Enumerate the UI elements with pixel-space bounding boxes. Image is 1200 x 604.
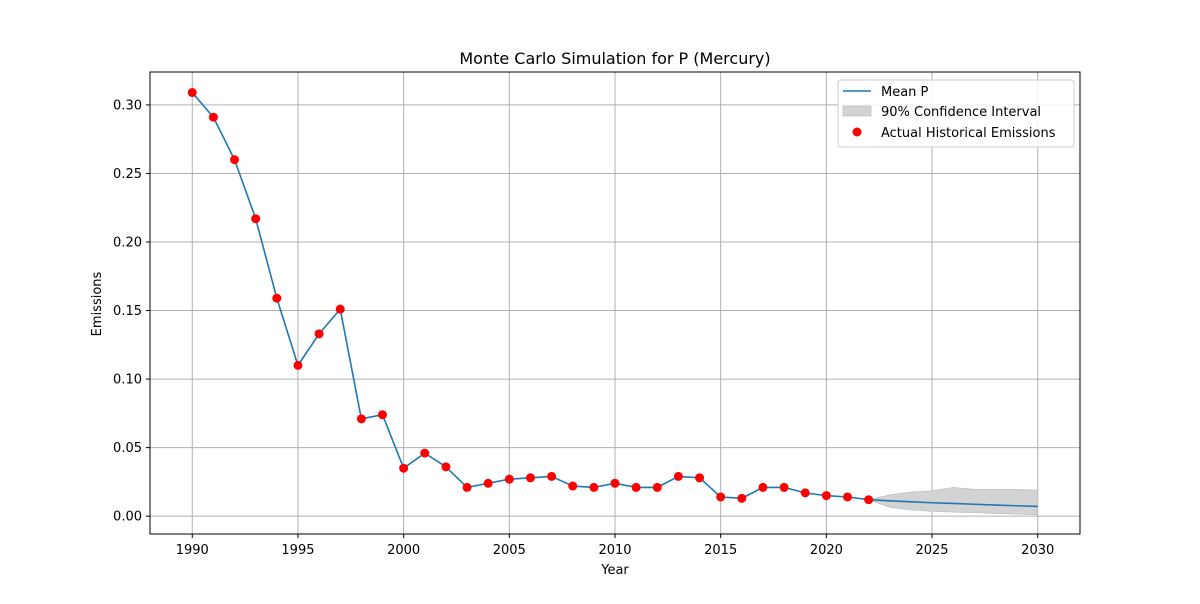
x-tick-label: 1995 — [281, 543, 314, 558]
historical-emission-point — [399, 463, 409, 473]
legend-mean-label: Mean P — [881, 85, 929, 100]
y-tick-label: 0.25 — [113, 167, 142, 182]
historical-emission-point — [230, 155, 240, 165]
legend-band-swatch — [842, 105, 872, 117]
historical-emission-point — [864, 495, 874, 505]
legend-scatter-swatch — [852, 127, 862, 137]
axes: 1990 1995 2000 2005 2010 2015 2020 2025 2030 0.00… — [113, 71, 1081, 558]
historical-emission-point — [631, 482, 641, 492]
x-tick-label: 2030 — [1021, 543, 1054, 558]
x-tick-label: 1990 — [176, 543, 209, 558]
historical-emission-point — [737, 493, 747, 503]
historical-emission-point — [716, 492, 726, 502]
historical-emission-point — [568, 481, 578, 491]
y-tick-label: 0.05 — [113, 441, 142, 456]
historical-emission-point — [293, 360, 303, 370]
x-tick-label: 2010 — [598, 543, 631, 558]
historical-emission-point — [187, 88, 197, 98]
y-tick-label: 0.30 — [113, 98, 142, 113]
historical-emission-point — [779, 482, 789, 492]
historical-emission-point — [673, 471, 683, 481]
historical-emission-point — [504, 474, 514, 484]
historical-emission-point — [547, 471, 557, 481]
legend: Mean P 90% Confidence Interval Actual Hi… — [837, 79, 1075, 148]
historical-emission-point — [758, 482, 768, 492]
x-tick-label: 2020 — [810, 543, 843, 558]
historical-emission-point — [272, 293, 282, 303]
y-tick-label: 0.15 — [113, 304, 142, 319]
historical-emission-point — [462, 482, 472, 492]
plot-frame — [149, 71, 1081, 535]
historical-emission-point — [335, 304, 345, 314]
y-tick-label: 0.20 — [113, 235, 142, 250]
legend-frame — [837, 79, 1075, 148]
legend-scatter-label: Actual Historical Emissions — [881, 126, 1056, 141]
scatter-layer — [187, 88, 874, 505]
legend-band-label: 90% Confidence Interval — [881, 105, 1041, 120]
confidence-band-layer — [867, 487, 1039, 516]
y-axis-label: Emissions — [90, 271, 105, 336]
historical-emission-point — [420, 448, 430, 458]
historical-emission-point — [589, 482, 599, 492]
historical-emission-point — [821, 491, 831, 501]
historical-emission-point — [525, 473, 535, 483]
confidence-band — [867, 487, 1039, 516]
y-tick-label: 0.10 — [113, 373, 142, 388]
x-tick-label: 2025 — [915, 543, 948, 558]
historical-emission-point — [208, 112, 218, 122]
x-tick-label: 2015 — [704, 543, 737, 558]
y-tick-label: 0.00 — [113, 510, 142, 525]
historical-emission-point — [483, 478, 493, 488]
historical-emission-point — [378, 410, 387, 420]
historical-emission-point — [695, 473, 705, 483]
historical-emission-point — [441, 462, 451, 472]
historical-emission-point — [800, 488, 810, 498]
historical-emission-point — [843, 492, 852, 502]
historical-emission-point — [314, 329, 324, 339]
x-axis-label: Year — [600, 563, 629, 578]
historical-emission-point — [251, 214, 261, 224]
chart-title: Monte Carlo Simulation for P (Mercury) — [459, 49, 770, 68]
x-tick-label: 2005 — [493, 543, 526, 558]
historical-emission-point — [610, 478, 620, 488]
historical-emission-point — [652, 482, 662, 492]
grid — [150, 72, 1080, 534]
historical-emission-point — [356, 414, 366, 424]
x-tick-label: 2000 — [387, 543, 420, 558]
